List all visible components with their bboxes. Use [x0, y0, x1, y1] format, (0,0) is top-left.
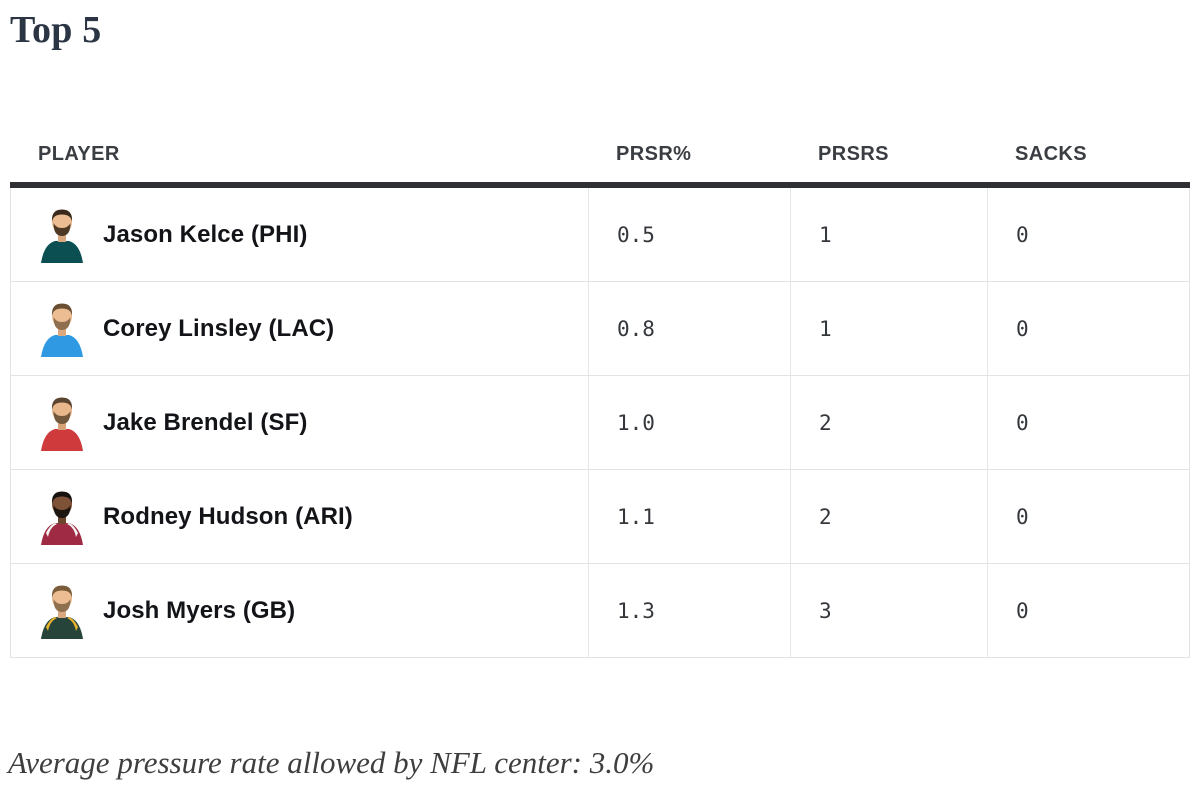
sacks-value: 0: [987, 188, 1190, 281]
player-cell: Jake Brendel (SF): [11, 376, 588, 469]
player-cell: Corey Linsley (LAC): [11, 282, 588, 375]
prsr-pct-value: 1.3: [588, 564, 790, 657]
sacks-value: 0: [987, 564, 1190, 657]
player-name: Rodney Hudson (ARI): [103, 502, 353, 530]
prsr-pct-value: 1.0: [588, 376, 790, 469]
sacks-value: 0: [987, 282, 1190, 375]
player-cell: Jason Kelce (PHI): [11, 188, 588, 281]
player-name: Josh Myers (GB): [103, 596, 296, 624]
prsrs-value: 1: [790, 188, 987, 281]
player-name: Jake Brendel (SF): [103, 408, 308, 436]
player-headshot-avatar: [38, 395, 86, 451]
column-header-sacks: SACKS: [1015, 142, 1088, 165]
player-name: Corey Linsley (LAC): [103, 314, 335, 342]
sacks-value: 0: [987, 376, 1190, 469]
prsrs-value: 3: [790, 564, 987, 657]
average-pressure-footnote: Average pressure rate allowed by NFL cen…: [8, 745, 655, 780]
prsr-pct-value: 1.1: [588, 470, 790, 563]
page-title: Top 5: [10, 9, 102, 51]
column-header-prsr-pct: PRSR%: [616, 142, 692, 165]
sacks-value: 0: [987, 470, 1190, 563]
column-header-prsrs: PRSRS: [818, 142, 889, 165]
prsr-pct-value: 0.8: [588, 282, 790, 375]
player-cell: Rodney Hudson (ARI): [11, 470, 588, 563]
player-cell: Josh Myers (GB): [11, 564, 588, 657]
prsrs-value: 2: [790, 376, 987, 469]
table-row: Jason Kelce (PHI) 0.5 1 0: [11, 188, 1189, 282]
table-body: Jason Kelce (PHI) 0.5 1 0 Corey Linsley …: [10, 188, 1190, 658]
prsrs-value: 1: [790, 282, 987, 375]
table-header-row: PLAYER PRSR% PRSRS SACKS: [10, 126, 1190, 188]
player-headshot-avatar: [38, 583, 86, 639]
player-headshot-avatar: [38, 301, 86, 357]
table-row: Jake Brendel (SF) 1.0 2 0: [11, 376, 1189, 470]
player-name: Jason Kelce (PHI): [103, 220, 308, 248]
prsrs-value: 2: [790, 470, 987, 563]
table-row: Josh Myers (GB) 1.3 3 0: [11, 564, 1189, 658]
player-headshot-avatar: [38, 207, 86, 263]
player-headshot-avatar: [38, 489, 86, 545]
table-row: Rodney Hudson (ARI) 1.1 2 0: [11, 470, 1189, 564]
table-row: Corey Linsley (LAC) 0.8 1 0: [11, 282, 1189, 376]
prsr-pct-value: 0.5: [588, 188, 790, 281]
stats-table: PLAYER PRSR% PRSRS SACKS Jason Kelce (PH…: [10, 126, 1190, 658]
column-header-player: PLAYER: [38, 142, 120, 165]
